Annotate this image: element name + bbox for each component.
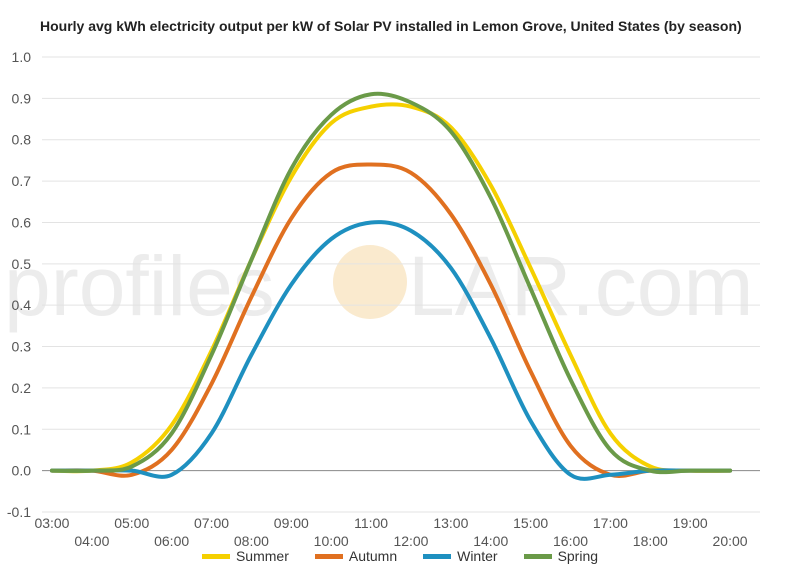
- y-axis: -0.1 0.0 0.1 0.2 0.3 0.4 0.5 0.6 0.7 0.8 0.9 1.0: [7, 49, 31, 520]
- watermark-text-before: profiles: [4, 239, 275, 333]
- legend-label: Winter: [457, 548, 498, 564]
- legend-label: Summer: [235, 548, 289, 564]
- y-tick-label: 0.9: [12, 90, 32, 106]
- x-tick-label: 17:00: [593, 515, 628, 531]
- x-tick-label: 06:00: [154, 533, 189, 549]
- legend-swatch: [423, 553, 452, 559]
- legend-swatch: [201, 553, 230, 559]
- x-tick-label: 10:00: [314, 533, 349, 549]
- x-tick-label: 14:00: [473, 533, 508, 549]
- x-tick-label: 19:00: [673, 515, 708, 531]
- y-tick-label: 0.3: [12, 339, 32, 355]
- watermark-text-after: LAR.com: [408, 239, 753, 333]
- y-tick-label: 0.1: [12, 421, 32, 437]
- watermark-sun-icon: [333, 245, 407, 319]
- y-tick-label: 0.4: [12, 297, 32, 313]
- x-tick-label: 05:00: [114, 515, 149, 531]
- x-tick-label: 13:00: [433, 515, 468, 531]
- series-lines: [49, 91, 733, 481]
- x-tick-label: 18:00: [633, 533, 668, 549]
- y-tick-label: 0.5: [12, 256, 32, 272]
- legend-item-spring: Spring: [523, 548, 599, 564]
- watermark: profiles LAR.com: [4, 239, 753, 333]
- legend-label: Autumn: [348, 548, 398, 564]
- series-line-spring: [49, 91, 733, 475]
- x-tick-label: 09:00: [274, 515, 309, 531]
- series-line-winter: [49, 220, 733, 481]
- grid: [42, 56, 760, 513]
- x-tick-label: 07:00: [194, 515, 229, 531]
- y-tick-label: 1.0: [12, 49, 32, 65]
- chart-title: Hourly avg kWh electricity output per kW…: [40, 18, 742, 34]
- y-tick-label: 0.8: [12, 132, 32, 148]
- y-tick-label: 0.0: [12, 463, 32, 479]
- legend-item-autumn: Autumn: [314, 548, 398, 564]
- y-tick-label: 0.2: [12, 380, 32, 396]
- x-tick-label: 16:00: [553, 533, 588, 549]
- x-tick-label: 12:00: [393, 533, 428, 549]
- x-tick-label: 15:00: [513, 515, 548, 531]
- legend-label: Spring: [557, 548, 599, 564]
- series-line-summer: [49, 102, 733, 474]
- x-axis: 03:00 04:00 05:00 06:00 07:00 08:00 09:00 10:00…: [34, 515, 747, 549]
- x-tick-label: 03:00: [34, 515, 69, 531]
- legend-item-summer: Summer: [201, 548, 289, 564]
- y-tick-label: 0.7: [12, 173, 32, 189]
- legend-swatch: [523, 553, 552, 559]
- x-tick-label: 20:00: [713, 533, 748, 549]
- y-tick-label: 0.6: [12, 214, 32, 230]
- x-tick-label: 08:00: [234, 533, 269, 549]
- x-tick-label: 11:00: [354, 515, 388, 531]
- y-tick-label: -0.1: [7, 504, 31, 520]
- legend: Summer Autumn Winter Spring: [0, 548, 800, 564]
- legend-swatch: [314, 553, 343, 559]
- legend-item-winter: Winter: [423, 548, 498, 564]
- x-tick-label: 04:00: [74, 533, 109, 549]
